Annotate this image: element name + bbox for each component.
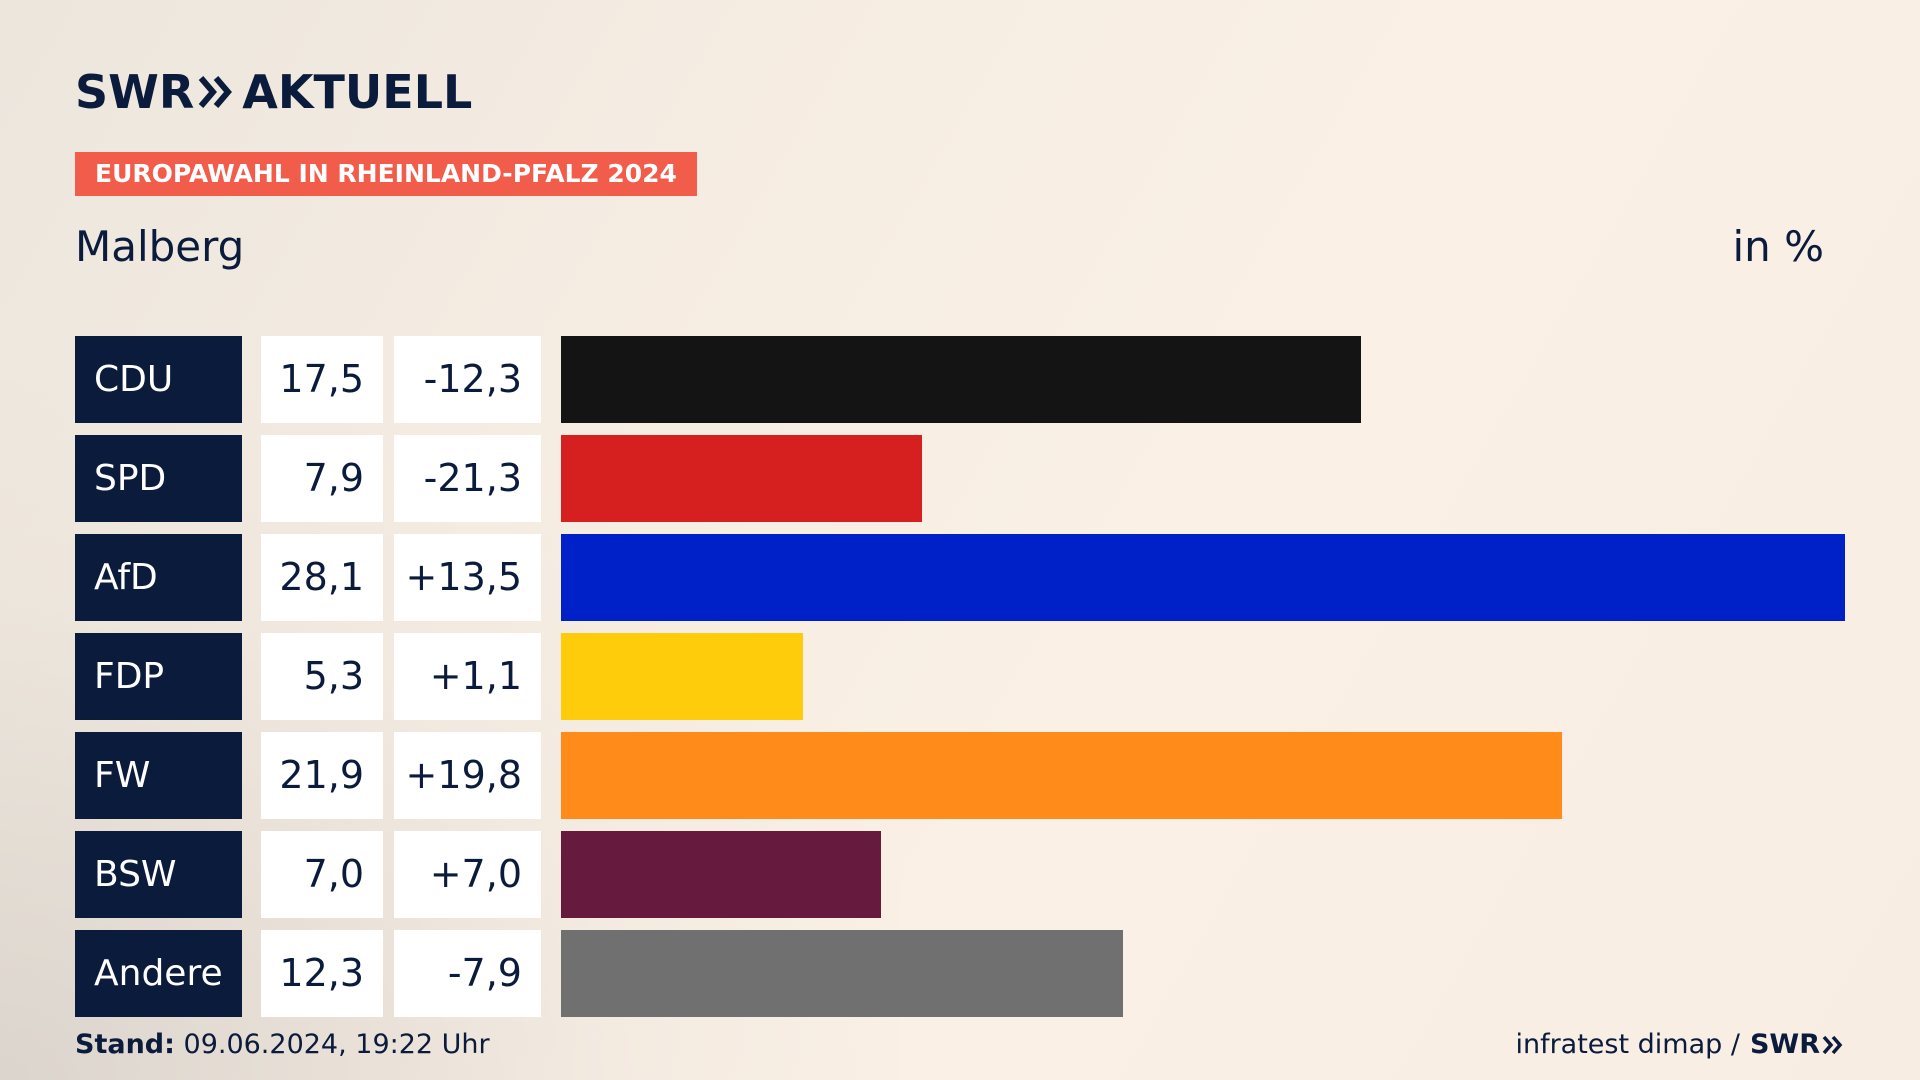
double-chevron-icon: [198, 75, 234, 109]
change-value: -7,9: [394, 930, 541, 1017]
party-label: AfD: [75, 534, 242, 621]
place-title: Malberg: [75, 222, 245, 271]
source-logo-text: SWR: [1749, 1029, 1820, 1060]
result-bar: [561, 831, 881, 918]
result-row-fw: FW 21,9 +19,8: [75, 732, 1845, 819]
change-value: -21,3: [394, 435, 541, 522]
stand-label: Stand:: [75, 1029, 175, 1060]
party-label: CDU: [75, 336, 242, 423]
vote-share-value: 21,9: [261, 732, 383, 819]
result-row-fdp: FDP 5,3 +1,1: [75, 633, 1845, 720]
result-row-afd: AfD 28,1 +13,5: [75, 534, 1845, 621]
mini-chevron-icon: [1822, 1035, 1843, 1054]
party-label: SPD: [75, 435, 242, 522]
vote-share-value: 17,5: [261, 336, 383, 423]
party-label: FDP: [75, 633, 242, 720]
vote-share-value: 5,3: [261, 633, 383, 720]
result-row-cdu: CDU 17,5 -12,3: [75, 336, 1845, 423]
timestamp: Stand: 09.06.2024, 19:22 Uhr: [75, 1029, 490, 1060]
change-value: +19,8: [394, 732, 541, 819]
vote-share-value: 7,0: [261, 831, 383, 918]
result-row-spd: SPD 7,9 -21,3: [75, 435, 1845, 522]
result-bar: [561, 633, 803, 720]
result-bar: [561, 534, 1845, 621]
result-bar: [561, 435, 922, 522]
result-row-bsw: BSW 7,0 +7,0: [75, 831, 1845, 918]
change-value: +13,5: [394, 534, 541, 621]
vote-share-value: 7,9: [261, 435, 383, 522]
result-row-andere: Andere 12,3 -7,9: [75, 930, 1845, 1017]
change-value: -12,3: [394, 336, 541, 423]
swr-mini-logo: SWR: [1750, 1029, 1844, 1060]
stand-value: 09.06.2024, 19:22 Uhr: [183, 1029, 490, 1060]
result-bar: [561, 732, 1562, 819]
party-label: Andere: [75, 930, 242, 1017]
vote-share-value: 28,1: [261, 534, 383, 621]
party-label: FW: [75, 732, 242, 819]
change-value: +7,0: [394, 831, 541, 918]
unit-label: in %: [1732, 222, 1824, 271]
result-bar: [561, 930, 1123, 1017]
change-value: +1,1: [394, 633, 541, 720]
logo-swr-text: SWR: [75, 65, 195, 119]
swr-aktuell-logo: SWR AKTUELL: [75, 65, 473, 119]
election-kicker: EUROPAWAHL IN RHEINLAND-PFALZ 2024: [75, 152, 697, 196]
result-bar: [561, 336, 1361, 423]
source-text: infratest dimap /: [1515, 1029, 1740, 1060]
vote-share-value: 12,3: [261, 930, 383, 1017]
source-credit: infratest dimap / SWR: [1515, 1029, 1844, 1060]
logo-aktuell-text: AKTUELL: [242, 65, 473, 119]
party-label: BSW: [75, 831, 242, 918]
